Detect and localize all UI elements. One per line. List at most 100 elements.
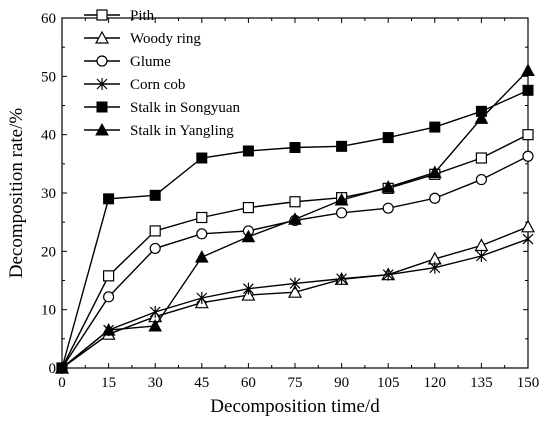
legend-label: Stalk in Songyuan bbox=[130, 100, 241, 116]
data-point bbox=[102, 291, 115, 303]
data-point bbox=[196, 211, 208, 224]
data-point bbox=[103, 193, 115, 205]
y-tick-label: 0 bbox=[49, 361, 57, 377]
x-tick-label: 45 bbox=[194, 375, 209, 391]
asterisk-marker bbox=[522, 233, 534, 246]
circle-marker bbox=[96, 55, 108, 67]
x-tick-label: 30 bbox=[148, 375, 163, 391]
axes: 0 15 30 45 60 75 90 105 120 135 150 0 10 20 30 40 50 60 bbox=[41, 11, 539, 391]
square-marker bbox=[149, 189, 161, 201]
asterisk-marker bbox=[336, 272, 348, 285]
circle-marker bbox=[475, 173, 487, 186]
data-point bbox=[475, 250, 487, 262]
triangle-marker bbox=[101, 323, 116, 336]
asterisk-marker bbox=[96, 78, 108, 90]
data-point bbox=[474, 111, 489, 124]
legend-entry: Corn cob bbox=[84, 77, 185, 93]
data-point bbox=[427, 165, 442, 179]
data-point bbox=[149, 242, 161, 255]
square-marker bbox=[289, 196, 301, 208]
legend-label: Glume bbox=[130, 54, 171, 70]
asterisk-marker bbox=[242, 282, 254, 295]
circle-marker bbox=[382, 202, 394, 214]
triangle-marker bbox=[474, 111, 489, 124]
x-tick-label: 105 bbox=[377, 375, 400, 391]
square-marker bbox=[522, 129, 534, 141]
legend: Pith Woody ring Glume Corn cob Stalk in Song… bbox=[84, 8, 241, 139]
data-point bbox=[429, 261, 441, 274]
circle-marker bbox=[149, 242, 161, 255]
y-tick-label: 40 bbox=[41, 128, 56, 144]
data-point bbox=[242, 145, 254, 157]
data-point bbox=[381, 180, 396, 193]
x-tick-label: 15 bbox=[101, 375, 116, 391]
data-point bbox=[429, 192, 441, 204]
data-point bbox=[242, 201, 254, 214]
triangle-marker bbox=[148, 318, 163, 332]
data-point bbox=[382, 268, 394, 281]
data-point bbox=[336, 140, 348, 152]
data-point bbox=[148, 318, 163, 332]
data-point bbox=[196, 228, 208, 240]
data-point bbox=[101, 323, 116, 336]
data-point bbox=[334, 192, 349, 206]
data-point bbox=[475, 152, 487, 164]
data-point bbox=[95, 122, 109, 136]
triangle-marker bbox=[241, 229, 256, 243]
data-point bbox=[196, 292, 208, 304]
triangle-marker bbox=[334, 192, 349, 206]
data-point bbox=[336, 272, 348, 285]
data-point bbox=[55, 360, 69, 374]
data-point bbox=[522, 150, 534, 162]
data-point bbox=[96, 101, 108, 113]
data-point bbox=[289, 277, 301, 290]
triangle-marker bbox=[287, 284, 303, 298]
data-point bbox=[102, 270, 115, 282]
square-marker bbox=[196, 152, 208, 164]
square-marker bbox=[103, 193, 115, 205]
data-point bbox=[521, 63, 535, 76]
data-point bbox=[289, 142, 301, 153]
x-tick-label: 60 bbox=[241, 375, 256, 391]
data-point bbox=[288, 212, 302, 225]
data-point bbox=[241, 229, 256, 243]
data-point bbox=[96, 78, 108, 90]
asterisk-marker bbox=[429, 261, 441, 274]
data-point bbox=[522, 84, 534, 96]
x-axis-label: Decomposition time/d bbox=[210, 396, 380, 417]
y-tick-label: 50 bbox=[41, 69, 56, 85]
y-tick-label: 30 bbox=[41, 186, 56, 202]
triangle-marker bbox=[95, 122, 109, 136]
circle-marker bbox=[522, 150, 534, 162]
data-point bbox=[522, 129, 534, 141]
legend-label: Stalk in Yangling bbox=[130, 123, 234, 139]
legend-entry: Glume bbox=[84, 54, 171, 70]
legend-label: Woody ring bbox=[130, 31, 201, 47]
x-tick-label: 0 bbox=[58, 375, 66, 391]
data-point bbox=[289, 196, 301, 208]
y-tick-label: 20 bbox=[41, 244, 56, 260]
triangle-marker bbox=[194, 250, 209, 263]
series-layer bbox=[54, 63, 536, 374]
data-point bbox=[194, 250, 209, 263]
asterisk-marker bbox=[196, 292, 208, 304]
x-tick-label: 120 bbox=[424, 375, 447, 391]
square-marker bbox=[196, 211, 208, 224]
data-point bbox=[149, 306, 161, 318]
data-point bbox=[520, 219, 536, 233]
data-point bbox=[382, 132, 394, 144]
triangle-marker bbox=[288, 212, 302, 225]
x-tick-label: 75 bbox=[288, 375, 303, 391]
series-stalk-in-yangling bbox=[55, 63, 535, 374]
triangle-marker bbox=[520, 219, 536, 233]
triangle-marker bbox=[427, 165, 442, 179]
square-marker bbox=[149, 225, 161, 237]
data-point bbox=[475, 173, 487, 186]
triangle-marker bbox=[381, 180, 396, 193]
y-tick-label: 60 bbox=[41, 11, 56, 27]
asterisk-marker bbox=[382, 268, 394, 281]
circle-marker bbox=[429, 192, 441, 204]
triangle-marker bbox=[94, 30, 110, 44]
